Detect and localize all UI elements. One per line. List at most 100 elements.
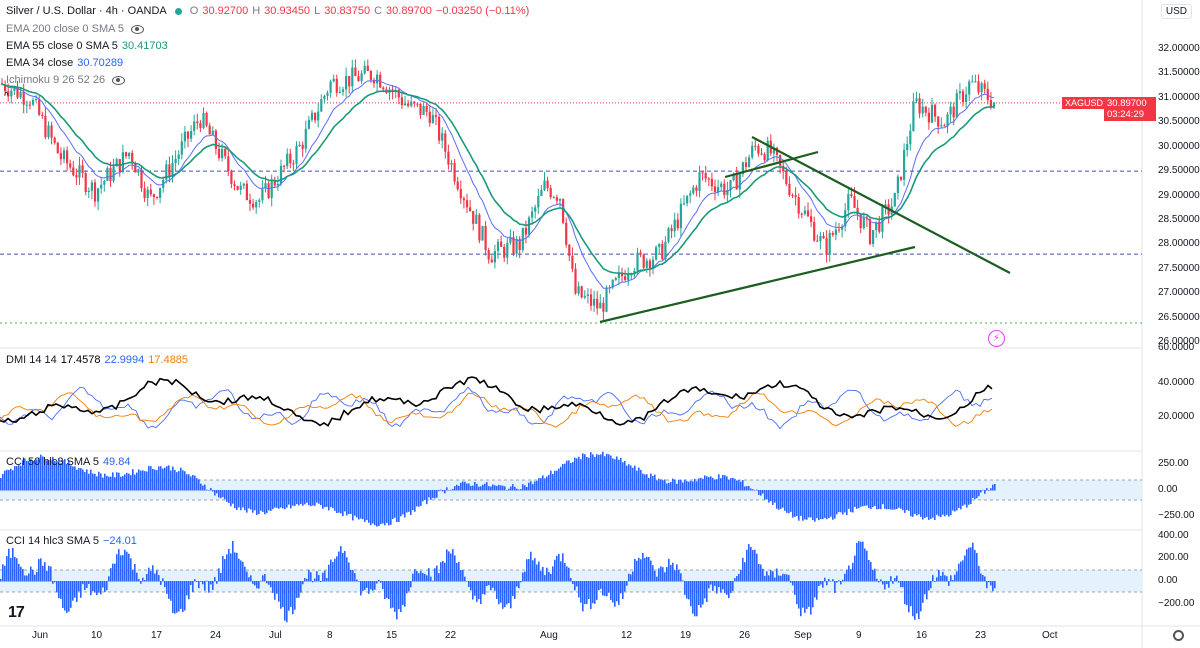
cci50-bar — [200, 483, 202, 491]
cci14-bar — [976, 552, 978, 582]
cci50-bar — [698, 478, 700, 491]
candle-body — [496, 241, 500, 252]
cci14-axis-label: 400.00 — [1158, 530, 1189, 541]
candle-body — [589, 294, 593, 306]
cci14-bar — [922, 581, 924, 603]
lightning-icon[interactable]: ⚡ — [988, 330, 1005, 347]
cci14-bar — [94, 581, 96, 593]
cci14-bar — [772, 571, 774, 582]
cci14-bar — [584, 581, 586, 605]
indicator-ichimoku[interactable]: Ichimoku 9 26 52 26 — [6, 74, 126, 86]
cci50-bar — [722, 474, 724, 491]
cci14-bar — [226, 554, 228, 582]
dmi-legend[interactable]: DMI 14 14 17.4578 22.9994 17.4885 — [6, 354, 188, 366]
cci14-bar — [282, 581, 284, 608]
cci14-bar — [214, 577, 216, 582]
cci14-bar — [656, 576, 658, 582]
candle-body — [655, 247, 658, 260]
cci50-bar — [820, 490, 822, 520]
cci50-bar — [634, 465, 636, 491]
candle-body — [949, 106, 952, 115]
candle-body — [450, 162, 453, 165]
candle-body — [977, 81, 980, 93]
candle-body — [729, 180, 732, 191]
cci50-bar — [852, 490, 854, 513]
cci14-bar — [762, 568, 764, 582]
cci14-legend[interactable]: CCI 14 hlc3 SMA 5 −24.01 — [6, 535, 137, 547]
cci50-bar — [576, 458, 578, 491]
cci14-bar — [808, 581, 810, 607]
cci14-bar — [876, 578, 878, 582]
cci50-bar — [312, 490, 314, 506]
cci50-bar — [616, 456, 618, 491]
cci50-bar — [602, 451, 604, 491]
cci50-bar — [310, 490, 312, 507]
cci14-bar — [192, 581, 194, 593]
eye-icon[interactable] — [131, 24, 145, 34]
cci50-bar — [526, 486, 528, 491]
cci14-bar — [872, 569, 874, 582]
cci50-bar — [560, 466, 562, 491]
cci14-bar — [254, 581, 256, 586]
candle-body — [465, 200, 469, 208]
tradingview-logo[interactable]: 17 — [8, 604, 25, 621]
cci14-bar — [272, 581, 274, 593]
cci50-bar — [764, 490, 766, 500]
symbol-title[interactable]: Silver / U.S. Dollar · 4h · OANDA — [6, 5, 167, 17]
candle-body — [757, 145, 760, 154]
candle-body — [803, 210, 806, 214]
candle-body — [816, 240, 819, 242]
cci14-bar — [516, 581, 518, 587]
candle-body — [583, 295, 586, 298]
cci14-bar — [344, 551, 346, 582]
cci50-bar — [42, 456, 44, 491]
cci50-bar — [128, 473, 130, 491]
currency-selector[interactable]: USD — [1160, 4, 1192, 19]
cci50-bar — [58, 459, 60, 491]
cci50-bar — [356, 490, 358, 518]
cci14-bar — [58, 581, 60, 599]
cci50-bar — [350, 490, 352, 514]
trendline-resistance — [751, 136, 1011, 274]
collapse-legend-icon[interactable]: ^ — [4, 91, 9, 102]
cci14-bar — [42, 565, 44, 582]
indicator-ema55[interactable]: EMA 55 close 0 SMA 5 30.41703 — [6, 40, 168, 52]
indicator-ema200[interactable]: EMA 200 close 0 SMA 5 — [6, 23, 145, 35]
cci50-bar — [158, 466, 160, 491]
candle-body — [4, 84, 7, 92]
cci50-bar — [500, 485, 502, 491]
cci50-bar — [540, 478, 542, 491]
candle-body — [431, 115, 434, 124]
cci50-bar — [578, 456, 580, 491]
cci14-bar — [986, 581, 988, 589]
cci14-bar — [402, 581, 404, 606]
indicator-ema34[interactable]: EMA 34 close 30.70289 — [6, 57, 123, 69]
cci14-bar — [988, 581, 990, 583]
cci14-bar — [660, 566, 662, 582]
cci14-bar — [316, 571, 318, 582]
cci14-bar — [368, 581, 370, 594]
cci14-bar — [472, 581, 474, 600]
cci50-bar — [432, 490, 434, 499]
gear-icon[interactable] — [1173, 630, 1184, 641]
cci50-bar — [136, 472, 138, 491]
cci50-bar — [632, 467, 634, 491]
cci50-bar — [720, 478, 722, 491]
cci14-bar — [208, 581, 210, 593]
candle-body — [664, 241, 667, 260]
cci14-bar — [758, 564, 760, 582]
cci14-bar — [654, 570, 656, 582]
cci50-bar — [338, 490, 340, 513]
time-axis-label: 10 — [91, 630, 103, 641]
cci50-bar — [844, 490, 846, 513]
cci50-bar — [288, 490, 290, 505]
cci14-bar — [704, 581, 706, 599]
time-axis-label: Jun — [32, 630, 49, 641]
candle-body — [713, 186, 717, 193]
cci50-legend[interactable]: CCI 50 hlc3 SMA 5 49.84 — [6, 456, 130, 468]
cci14-bar — [470, 581, 472, 591]
eye-icon[interactable] — [112, 75, 126, 85]
cci50-bar — [116, 472, 118, 491]
